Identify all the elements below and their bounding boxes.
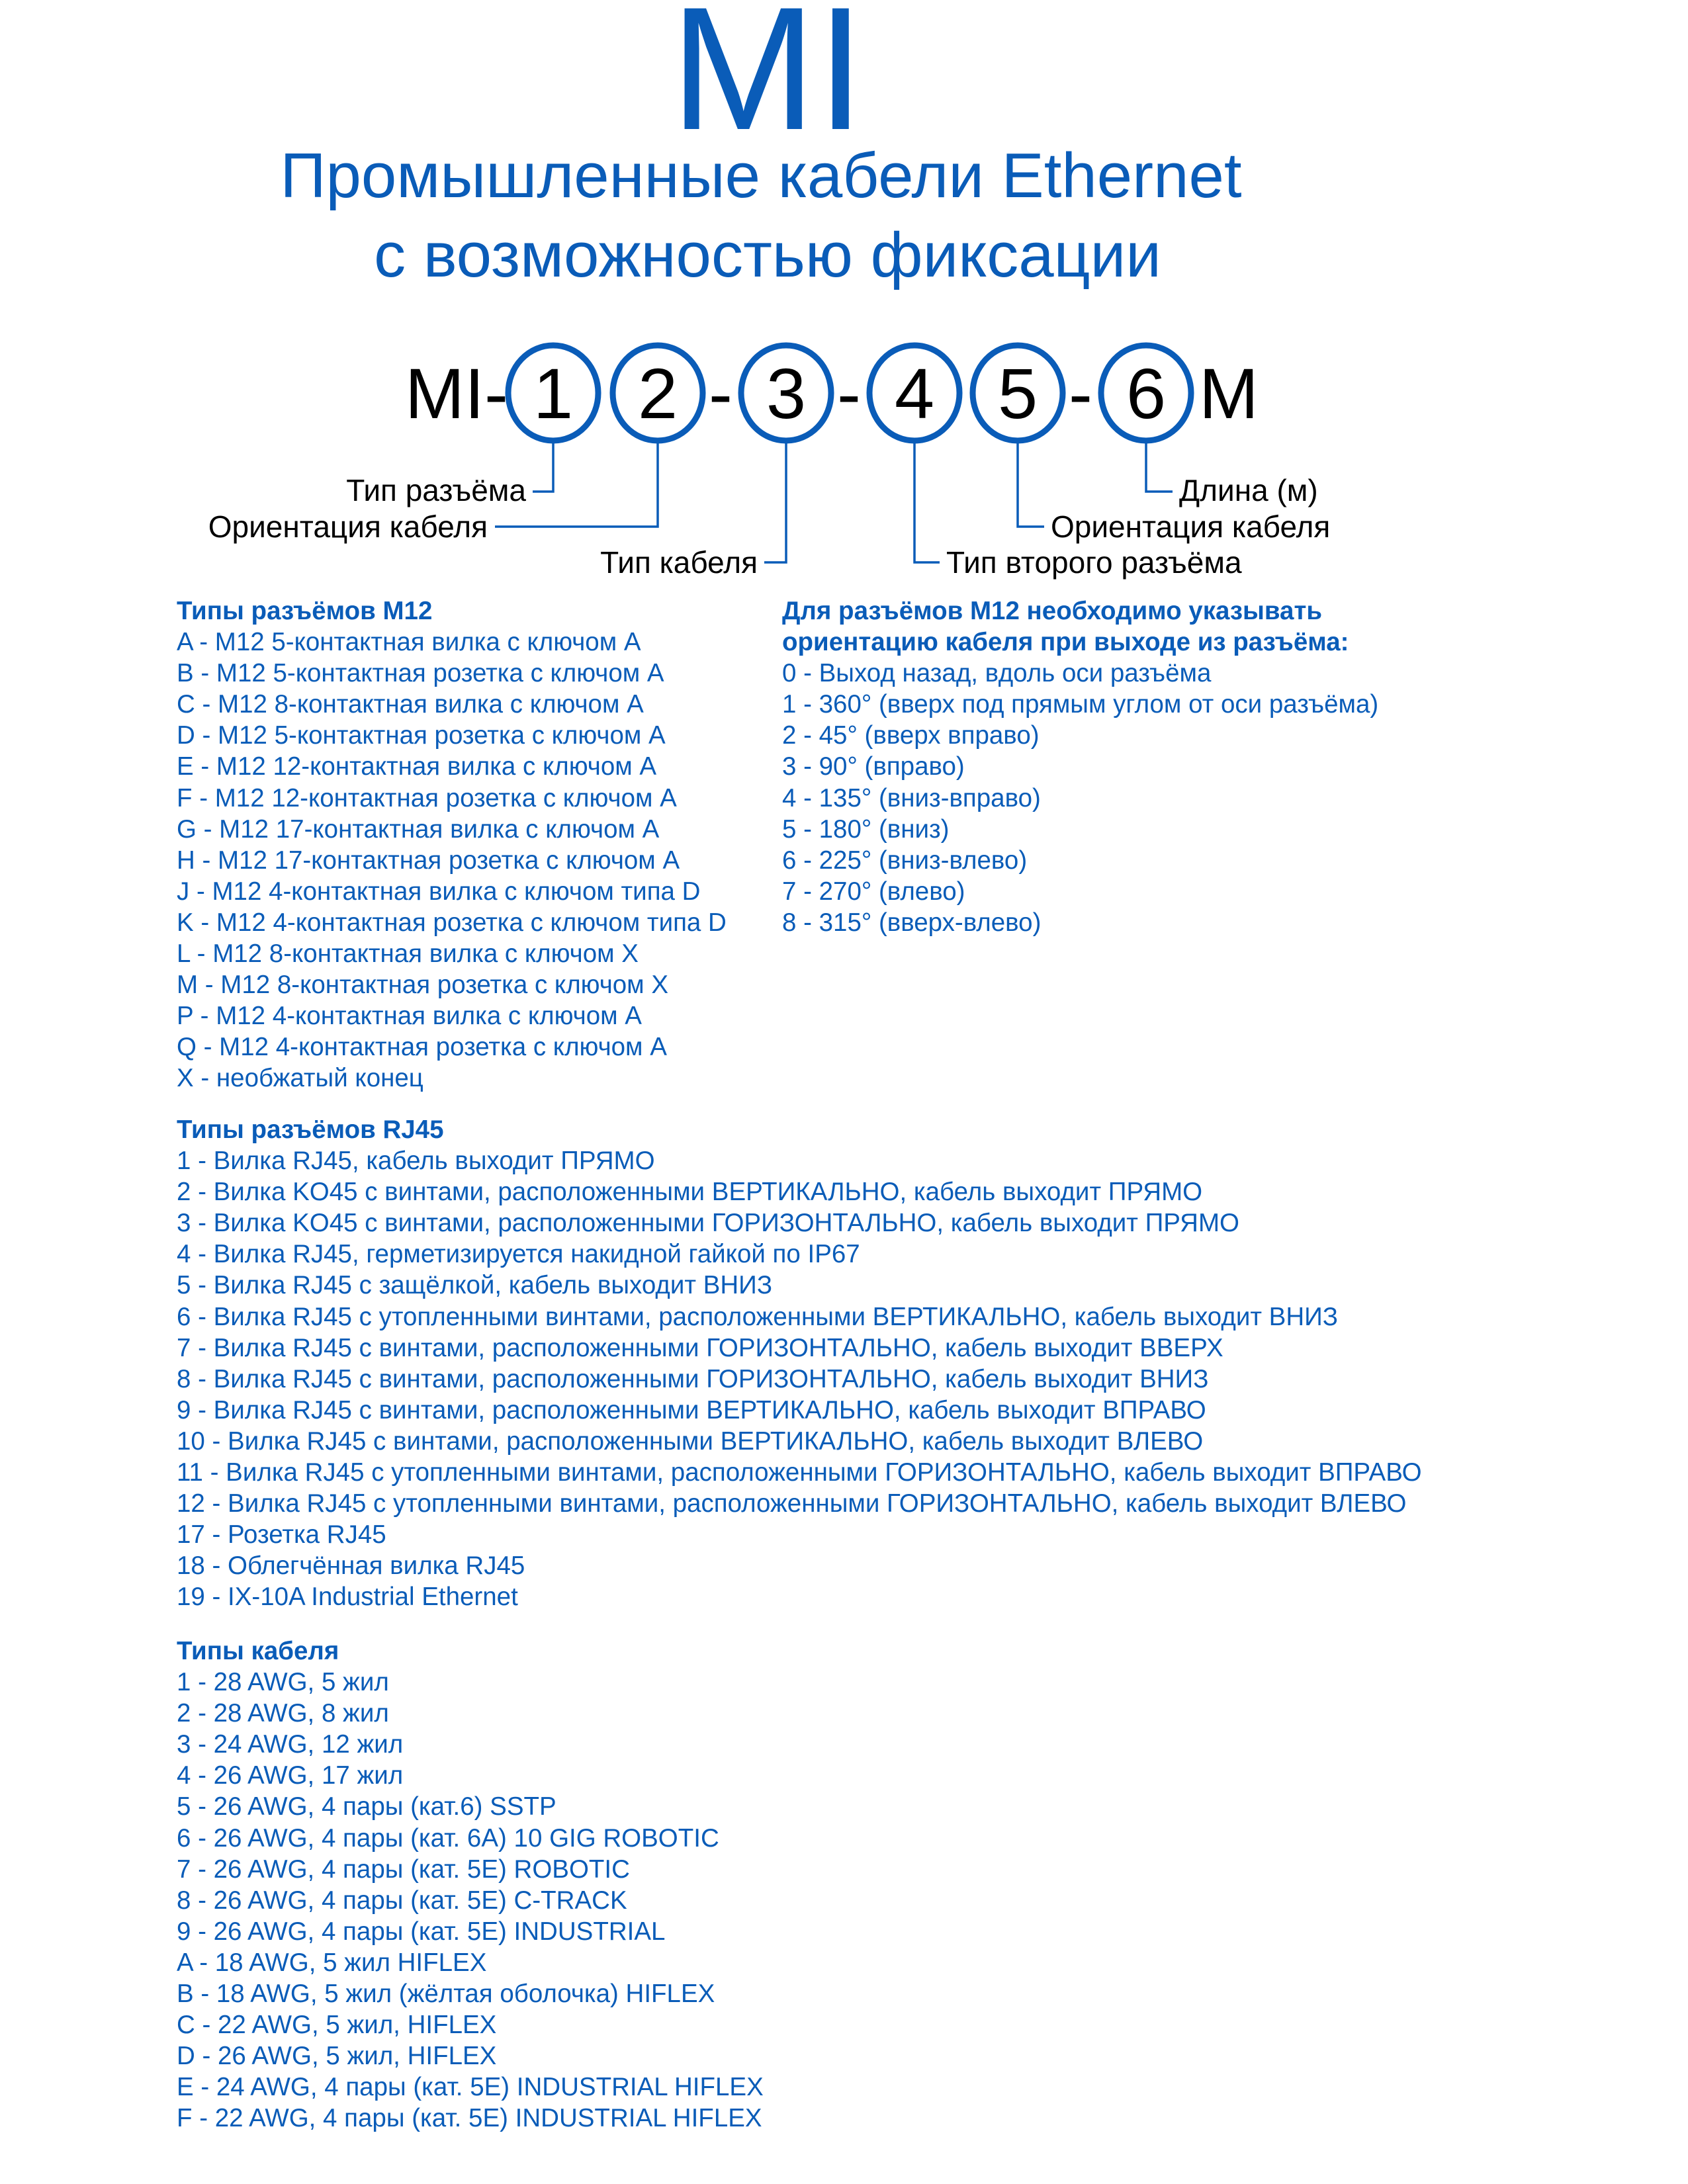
- cable-list-item: 8 - 26 AWG, 4 пары (кат. 5E) C-TRACK: [177, 1886, 627, 1915]
- rj45-list-item: 8 - Вилка RJ45 с винтами, расположенными…: [177, 1364, 1209, 1393]
- rj45-list-item: 7 - Вилка RJ45 с винтами, расположенными…: [177, 1333, 1223, 1362]
- cable-list-item: C - 22 AWG, 5 жил, HIFLEX: [177, 2011, 497, 2040]
- leader-line-6: [1145, 441, 1173, 493]
- label-cable-orientation: Ориентация кабеля: [208, 509, 488, 544]
- title-line-1: Промышленные кабели Ethernet: [280, 140, 1241, 211]
- rj45-list-item: 9 - Вилка RJ45 с винтами, расположенными…: [177, 1395, 1206, 1424]
- orientation-list-item: 2 - 45° (вверх вправо): [782, 721, 1040, 750]
- label-length: Длина (м): [1179, 473, 1318, 507]
- orientation-list-item: 7 - 270° (влево): [782, 877, 965, 906]
- leader-line-5: [1016, 441, 1044, 528]
- rj45-list-item: 11 - Вилка RJ45 с утопленными винтами, р…: [177, 1458, 1422, 1487]
- cable-list-item: F - 22 AWG, 4 пары (кат. 5E) INDUSTRIAL …: [177, 2104, 762, 2133]
- orientation-list-item: 4 - 135° (вниз-вправо): [782, 783, 1041, 812]
- rj45-list-item: 2 - Вилка KO45 с винтами, расположенными…: [177, 1178, 1203, 1207]
- leader-line-3: [764, 441, 787, 564]
- m12-list-item: P - M12 4-контактная вилка с ключом A: [177, 1002, 642, 1031]
- cable-list-item: 5 - 26 AWG, 4 пары (кат.6) SSTP: [177, 1792, 556, 1821]
- m12-list-item: G - M12 17-контактная вилка с ключом A: [177, 814, 660, 844]
- m12-list-item: Q - M12 4-контактная розетка с ключом A: [177, 1033, 667, 1062]
- m12-list-item: K - M12 4-контактная розетка с ключом ти…: [177, 908, 727, 937]
- cable-list-item: 4 - 26 AWG, 17 жил: [177, 1761, 404, 1790]
- m12-list-item: M - M12 8-контактная розетка с ключом X: [177, 971, 669, 1000]
- cable-list-item: 7 - 26 AWG, 4 пары (кат. 5E) ROBOTIC: [177, 1855, 630, 1884]
- orientation-heading-1: Для разъёмов M12 необходимо указывать: [782, 597, 1322, 625]
- cable-list-item: 6 - 26 AWG, 4 пары (кат. 6A) 10 GIG ROBO…: [177, 1823, 719, 1853]
- m12-list-item: F - M12 12-контактная розетка с ключом A: [177, 783, 677, 812]
- cable-list-item: 9 - 26 AWG, 4 пары (кат. 5E) INDUSTRIAL: [177, 1917, 666, 1946]
- orientation-list-item: 3 - 90° (вправо): [782, 752, 965, 781]
- position-digit-1: 1: [533, 353, 573, 433]
- rj45-list-item: 19 - IX-10A Industrial Ethernet: [177, 1583, 518, 1612]
- rj45-list-item: 12 - Вилка RJ45 с утопленными винтами, р…: [177, 1489, 1407, 1518]
- cable-list-item: B - 18 AWG, 5 жил (жёлтая оболочка) HIFL…: [177, 1980, 715, 2009]
- brand-logo: MI: [670, 0, 865, 167]
- label-second-connector-type: Тип второго разъёма: [946, 545, 1242, 580]
- m12-list-item: E - M12 12-контактная вилка с ключом A: [177, 752, 657, 781]
- position-digit-3: 3: [766, 353, 806, 433]
- rj45-connector-types: Типы разъёмов RJ45 1 - Вилка RJ45, кабел…: [177, 1114, 1422, 1611]
- code-separator: -: [1069, 353, 1092, 433]
- code-separator: -: [709, 353, 733, 433]
- m12-list-item: C - M12 8-контактная вилка с ключом A: [177, 690, 644, 719]
- m12-list-item: D - M12 5-контактная розетка с ключом A: [177, 721, 666, 750]
- code-prefix: MI-: [405, 353, 508, 433]
- m12-list-item: L - M12 8-контактная вилка с ключом X: [177, 939, 639, 969]
- code-suffix: M: [1199, 353, 1259, 433]
- orientation-heading-2: ориентацию кабеля при выходе из разъёма:: [782, 628, 1349, 657]
- label-cable-orientation-2: Ориентация кабеля: [1051, 509, 1330, 544]
- m12-list-item: J - M12 4-контактная вилка с ключом типа…: [177, 877, 701, 906]
- part-number-diagram: MI Промышленные кабели Ethernet с возмож…: [208, 0, 1331, 580]
- cable-list-item: 1 - 28 AWG, 5 жил: [177, 1668, 389, 1697]
- code-separator: -: [837, 353, 861, 433]
- orientation-section: Для разъёмов M12 необходимо указывать ор…: [782, 595, 1378, 937]
- m12-list-item: A - M12 5-контактная вилка с ключом A: [177, 628, 641, 657]
- m12-heading: Типы разъёмов M12: [177, 597, 433, 625]
- m12-list-item: H - M12 17-контактная розетка с ключом A: [177, 846, 680, 875]
- m12-connector-types: Типы разъёмов M12 A - M12 5-контактная в…: [177, 595, 727, 1092]
- orientation-list-item: 0 - Выход назад, вдоль оси разъёма: [782, 659, 1212, 688]
- cable-heading: Типы кабеля: [177, 1637, 339, 1665]
- rj45-list-item: 1 - Вилка RJ45, кабель выходит ПРЯМО: [177, 1147, 655, 1176]
- rj45-list-item: 5 - Вилка RJ45 с защёлкой, кабель выходи…: [177, 1271, 773, 1300]
- leader-line-4: [913, 441, 940, 564]
- leader-line-2: [495, 441, 659, 528]
- label-connector-type: Тип разъёма: [346, 473, 526, 507]
- rj45-list-item: 18 - Облегчённая вилка RJ45: [177, 1551, 525, 1581]
- orientation-list-item: 8 - 315° (вверх-влево): [782, 908, 1042, 937]
- title-line-2: с возможностью фиксации: [374, 220, 1161, 290]
- position-digit-4: 4: [895, 353, 934, 433]
- position-digit-5: 5: [998, 353, 1038, 433]
- leader-line-1: [533, 441, 555, 493]
- rj45-list-item: 10 - Вилка RJ45 с винтами, расположенным…: [177, 1426, 1204, 1456]
- orientation-list-item: 5 - 180° (вниз): [782, 814, 950, 844]
- rj45-heading: Типы разъёмов RJ45: [177, 1115, 444, 1144]
- position-digit-2: 2: [638, 353, 678, 433]
- cable-list-item: D - 26 AWG, 5 жил, HIFLEX: [177, 2042, 497, 2071]
- m12-list-item: B - M12 5-контактная розетка с ключом A: [177, 659, 664, 688]
- rj45-list-item: 3 - Вилка KO45 с винтами, расположенными…: [177, 1209, 1239, 1238]
- rj45-list-item: 6 - Вилка RJ45 с утопленными винтами, ра…: [177, 1302, 1339, 1331]
- cable-list-item: 3 - 24 AWG, 12 жил: [177, 1730, 404, 1759]
- cable-types: Типы кабеля 1 - 28 AWG, 5 жил 2 - 28 AWG,…: [177, 1636, 764, 2132]
- label-cable-type: Тип кабеля: [600, 545, 758, 580]
- rj45-list-item: 4 - Вилка RJ45, герметизируется накидной…: [177, 1240, 860, 1269]
- cable-list-item: A - 18 AWG, 5 жил HIFLEX: [177, 1948, 487, 1977]
- rj45-list-item: 17 - Розетка RJ45: [177, 1520, 386, 1550]
- m12-list-item: X - необжатый конец: [177, 1064, 423, 1093]
- cable-list-item: E - 24 AWG, 4 пары (кат. 5E) INDUSTRIAL …: [177, 2073, 764, 2102]
- orientation-list-item: 6 - 225° (вниз-влево): [782, 846, 1028, 875]
- cable-list-item: 2 - 28 AWG, 8 жил: [177, 1699, 389, 1728]
- orientation-list-item: 1 - 360° (вверх под прямым углом от оси …: [782, 690, 1379, 719]
- position-digit-6: 6: [1126, 353, 1166, 433]
